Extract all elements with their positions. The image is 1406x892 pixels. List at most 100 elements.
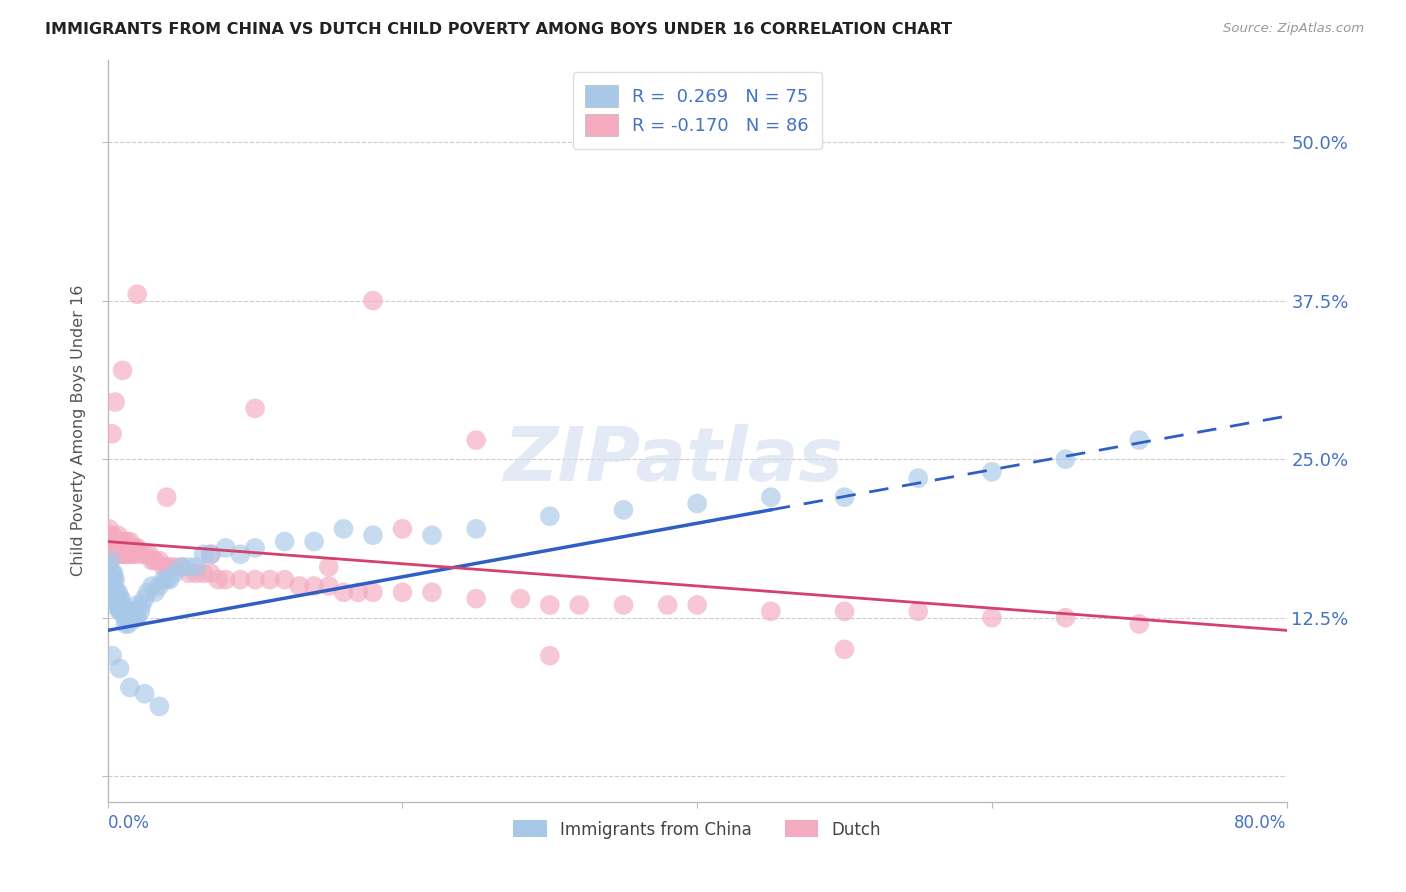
Point: [107, 585, 129, 599]
Point: [361, 293, 384, 308]
Point: [115, 610, 138, 624]
Point: [114, 617, 136, 632]
Point: [1054, 452, 1077, 467]
Point: [101, 573, 124, 587]
Point: [125, 610, 148, 624]
Text: 80.0%: 80.0%: [1234, 814, 1286, 832]
Point: [152, 560, 174, 574]
Point: [98, 591, 121, 606]
Point: [259, 573, 281, 587]
Point: [302, 534, 325, 549]
Point: [134, 591, 156, 606]
Legend: Immigrants from China, Dutch: Immigrants from China, Dutch: [506, 814, 887, 846]
Point: [98, 560, 121, 574]
Point: [111, 534, 134, 549]
Point: [101, 426, 124, 441]
Point: [129, 547, 152, 561]
Point: [121, 541, 143, 555]
Point: [193, 547, 215, 561]
Point: [114, 547, 136, 561]
Point: [302, 579, 325, 593]
Point: [111, 363, 134, 377]
Point: [148, 699, 170, 714]
Point: [111, 547, 134, 561]
Point: [834, 490, 856, 504]
Point: [121, 604, 143, 618]
Point: [103, 534, 125, 549]
Point: [163, 566, 186, 581]
Point: [1128, 433, 1150, 447]
Point: [134, 687, 156, 701]
Point: [105, 585, 128, 599]
Point: [509, 591, 531, 606]
Point: [391, 585, 413, 599]
Point: [273, 534, 295, 549]
Point: [200, 566, 222, 581]
Point: [834, 604, 856, 618]
Point: [318, 579, 340, 593]
Point: [361, 585, 384, 599]
Point: [118, 534, 141, 549]
Point: [118, 604, 141, 618]
Point: [243, 541, 266, 555]
Point: [156, 573, 179, 587]
Point: [108, 547, 131, 561]
Point: [117, 547, 139, 561]
Point: [125, 541, 148, 555]
Point: [465, 433, 488, 447]
Point: [105, 591, 128, 606]
Point: [229, 547, 252, 561]
Point: [465, 522, 488, 536]
Point: [318, 560, 340, 574]
Point: [465, 591, 488, 606]
Point: [1054, 610, 1077, 624]
Point: [229, 573, 252, 587]
Point: [141, 553, 163, 567]
Point: [104, 534, 127, 549]
Point: [100, 573, 122, 587]
Point: [104, 585, 127, 599]
Point: [112, 534, 135, 549]
Point: [152, 573, 174, 587]
Point: [108, 591, 131, 606]
Point: [107, 598, 129, 612]
Point: [170, 560, 193, 574]
Point: [110, 534, 132, 549]
Point: [120, 547, 142, 561]
Point: [907, 471, 929, 485]
Point: [101, 566, 124, 581]
Point: [100, 591, 122, 606]
Point: [104, 395, 127, 409]
Point: [612, 503, 634, 517]
Point: [115, 534, 138, 549]
Point: [104, 598, 127, 612]
Point: [101, 541, 124, 555]
Point: [214, 573, 236, 587]
Point: [111, 598, 134, 612]
Point: [98, 547, 121, 561]
Text: IMMIGRANTS FROM CHINA VS DUTCH CHILD POVERTY AMONG BOYS UNDER 16 CORRELATION CHA: IMMIGRANTS FROM CHINA VS DUTCH CHILD POV…: [45, 22, 952, 37]
Point: [170, 560, 193, 574]
Point: [332, 522, 354, 536]
Point: [138, 547, 160, 561]
Point: [124, 547, 146, 561]
Point: [163, 560, 186, 574]
Point: [141, 579, 163, 593]
Point: [332, 585, 354, 599]
Point: [134, 547, 156, 561]
Point: [273, 573, 295, 587]
Point: [759, 490, 782, 504]
Point: [103, 566, 125, 581]
Point: [834, 642, 856, 657]
Point: [207, 573, 229, 587]
Point: [200, 547, 222, 561]
Point: [118, 610, 141, 624]
Point: [193, 566, 215, 581]
Point: [100, 553, 122, 567]
Point: [98, 573, 121, 587]
Point: [117, 617, 139, 632]
Point: [420, 528, 443, 542]
Point: [538, 648, 561, 663]
Point: [177, 560, 200, 574]
Point: [107, 528, 129, 542]
